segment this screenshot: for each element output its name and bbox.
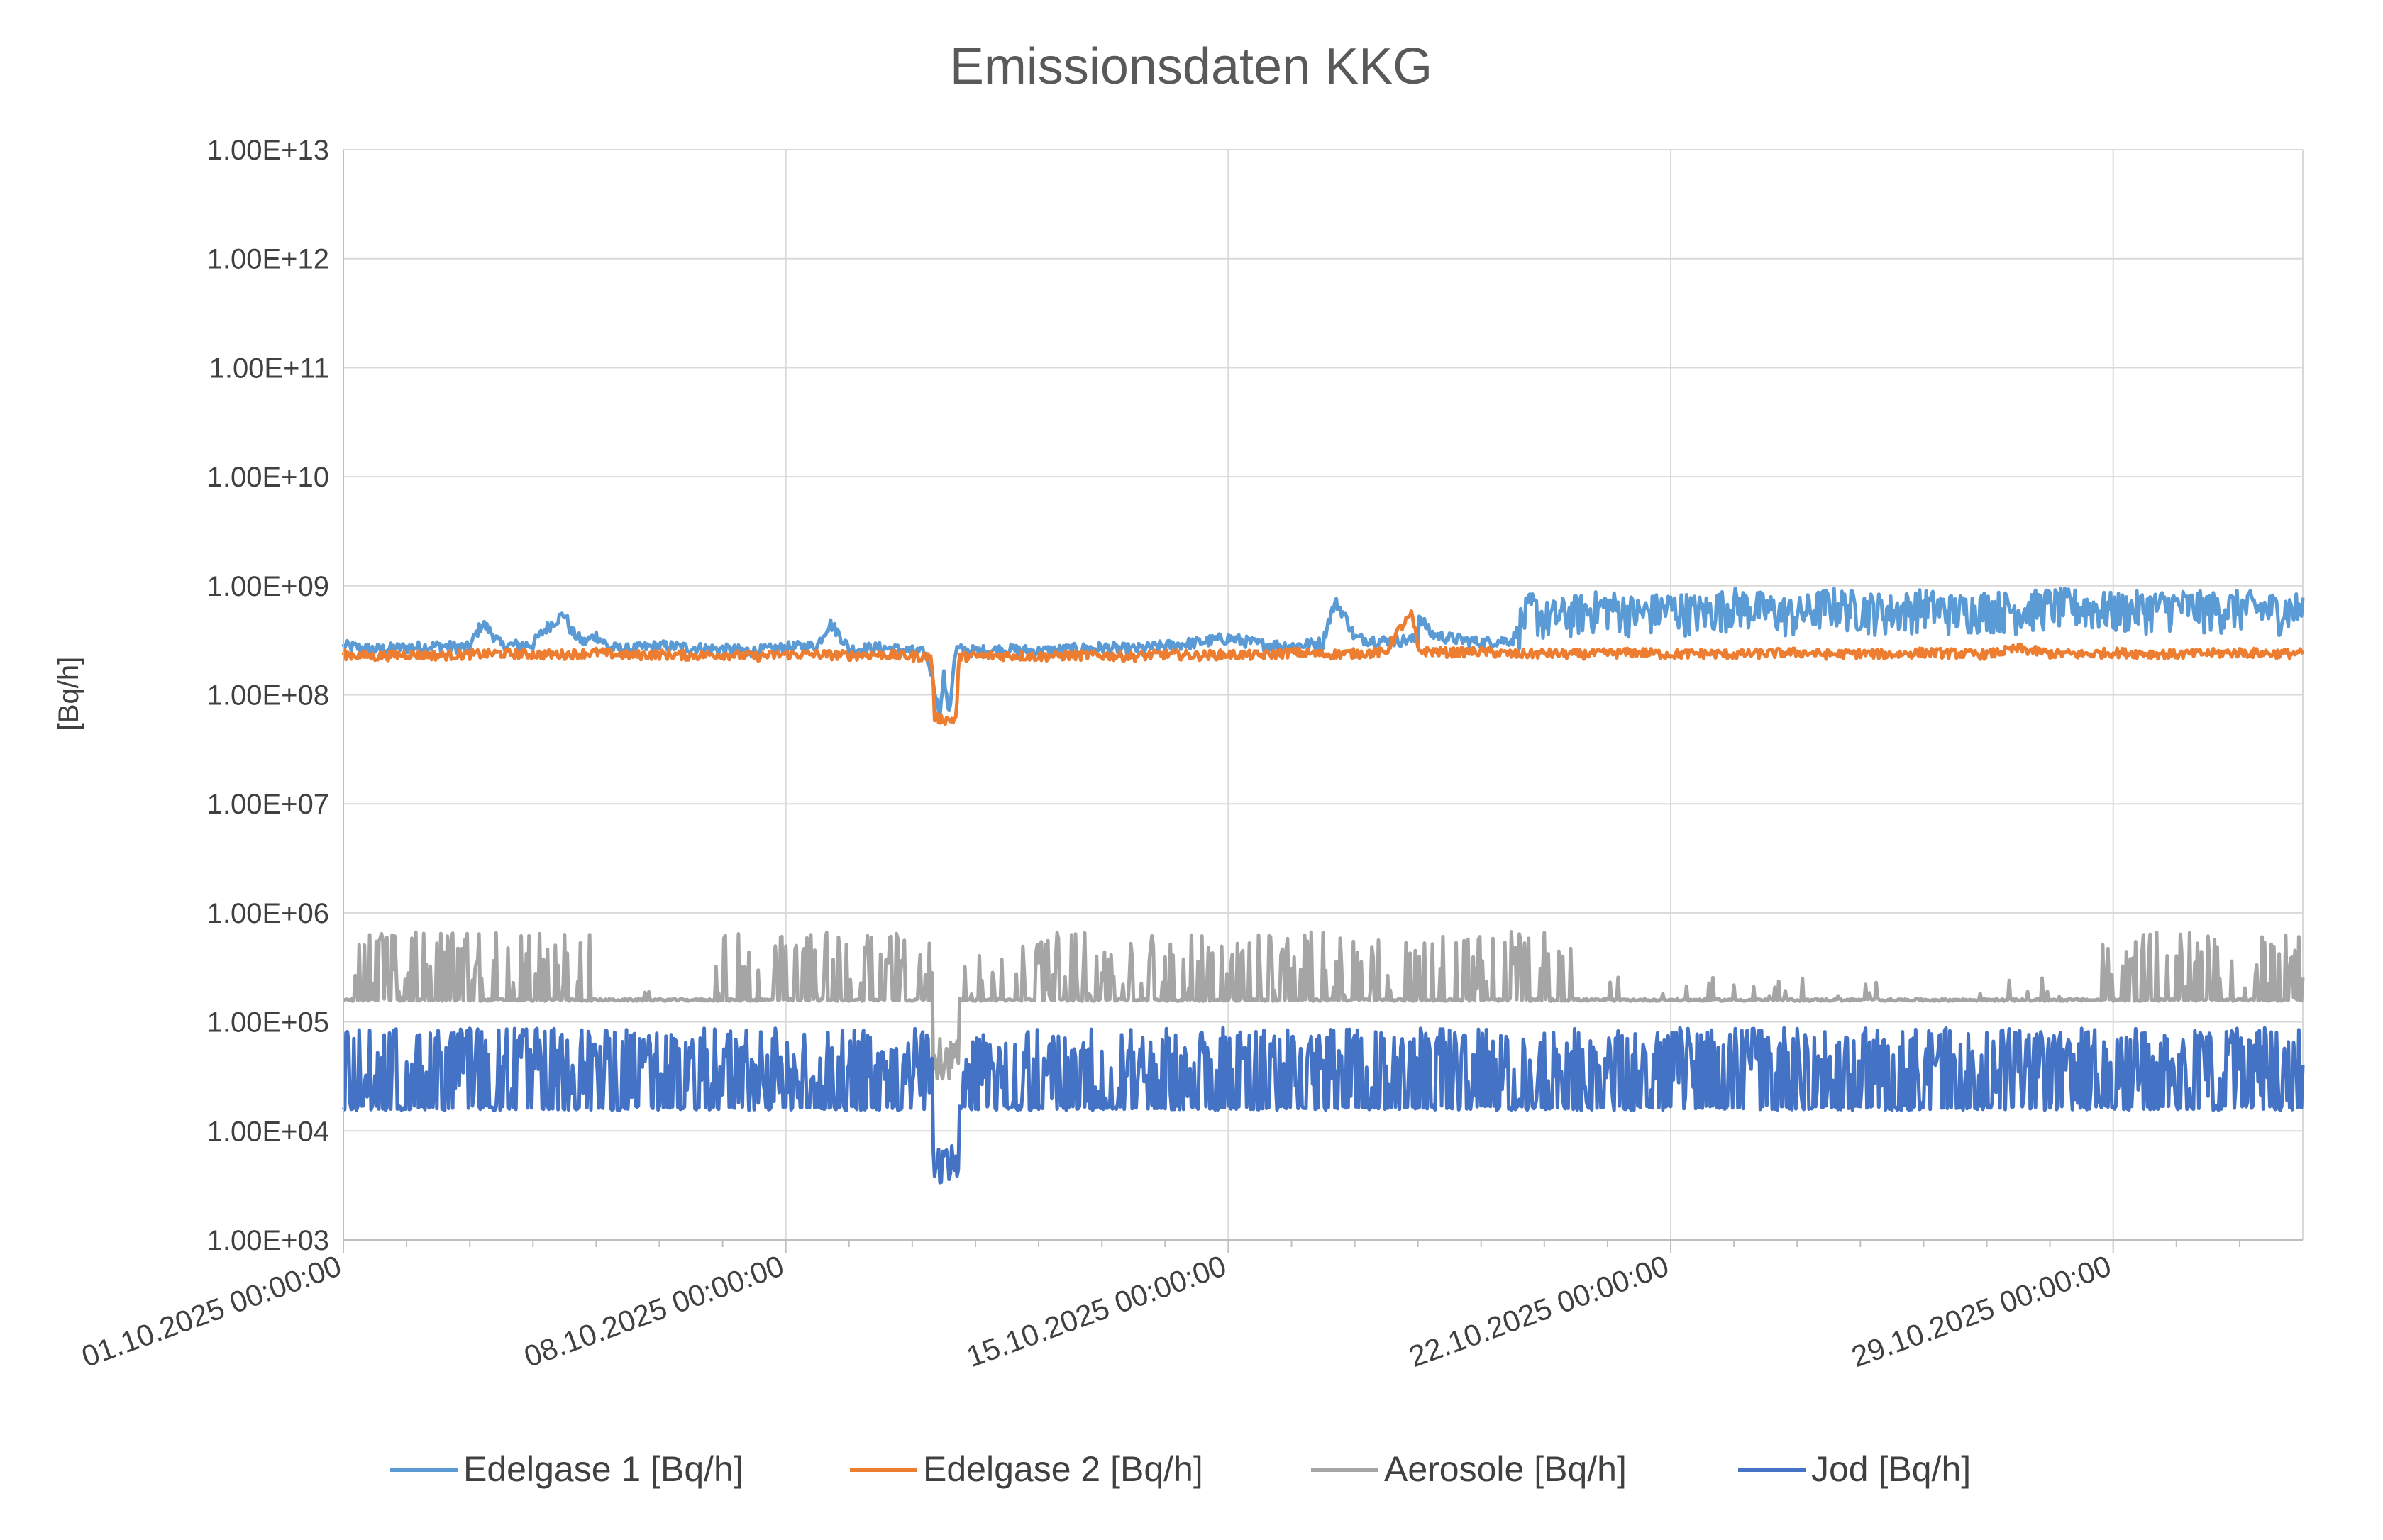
y-tick-label: 1.00E+09 [207,571,329,602]
x-tick-label: 22.10.2025 00:00:00 [1405,1248,1673,1373]
series-line [341,1026,2305,1185]
legend-label: Edelgase 2 [Bq/h] [923,1449,1203,1489]
y-tick-label: 1.00E+05 [207,1007,329,1038]
series-line [341,609,2305,726]
y-axis-label: [Bq/h] [53,657,84,731]
plot-area [341,586,2305,1185]
series-line [343,930,2305,1081]
x-tick-label: 15.10.2025 00:00:00 [962,1248,1230,1373]
legend-label: Aerosole [Bq/h] [1384,1449,1627,1489]
y-tick-label: 1.00E+03 [207,1225,329,1256]
x-tick-label: 01.10.2025 00:00:00 [77,1248,345,1373]
y-tick-label: 1.00E+08 [207,680,329,711]
axes: 1.00E+13 1.00E+12 1.00E+11 1.00E+10 1.00E+09… [77,135,2303,1373]
legend-label: Edelgase 1 [Bq/h] [463,1449,743,1489]
y-tick-label: 1.00E+10 [207,462,329,493]
y-tick-label: 1.00E+04 [207,1116,329,1147]
legend-label: Jod [Bq/h] [1811,1449,1971,1489]
y-tick-label: 1.00E+06 [207,898,329,929]
y-tick-label: 1.00E+13 [207,135,329,166]
y-tick-label: 1.00E+12 [207,244,329,275]
legend: Edelgase 1 [Bq/h] Edelgase 2 [Bq/h] Aeroso… [390,1449,1971,1489]
x-tick-label: 08.10.2025 00:00:00 [520,1248,788,1373]
y-tick-label: 1.00E+07 [207,789,329,820]
x-tick-label: 29.10.2025 00:00:00 [1847,1248,2116,1373]
y-tick-label: 1.00E+11 [209,353,329,384]
chart-title: Emissionsdaten KKG [950,38,1432,95]
